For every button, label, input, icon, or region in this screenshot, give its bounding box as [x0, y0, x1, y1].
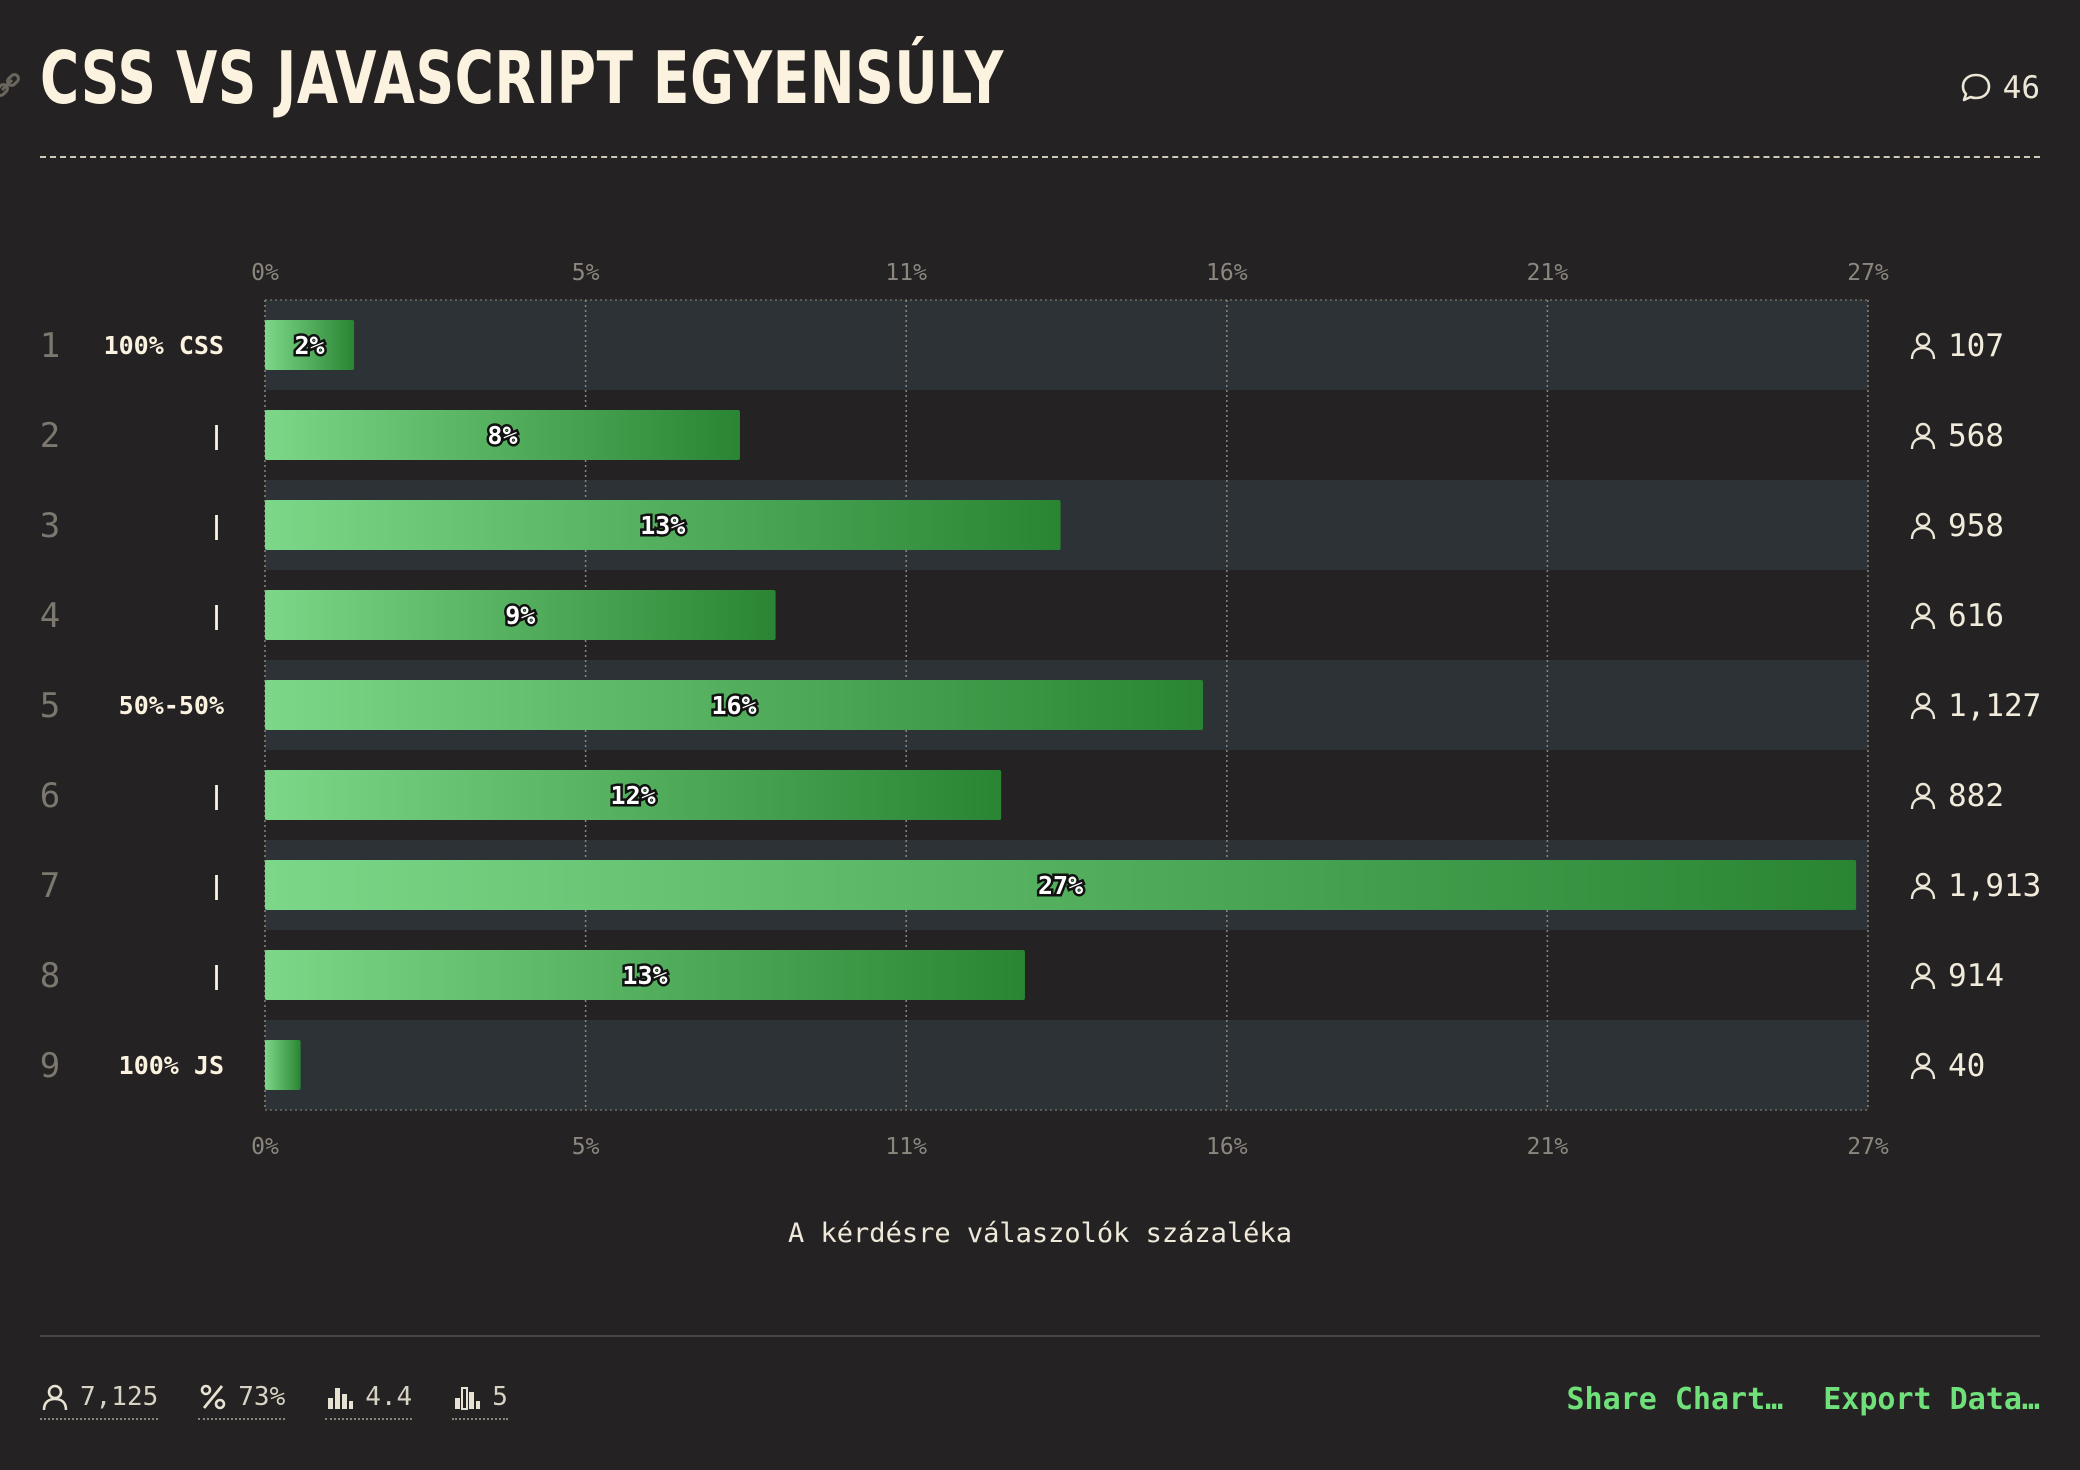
footer-actions: Share Chart… Export Data… [1567, 1382, 2041, 1417]
percentage-value: 73% [238, 1382, 286, 1412]
footer-stats: 7,125 73% 4.4 5 [40, 1382, 508, 1420]
respondent-count: 616 [1948, 598, 2004, 634]
rank-number: 6 [40, 776, 60, 816]
category-label: 100% CSS [104, 331, 224, 360]
bar [265, 1040, 301, 1090]
x-tick-label-bottom: 11% [885, 1134, 927, 1160]
median-value: 5 [492, 1382, 508, 1412]
bar-value-label: 16% [711, 691, 756, 720]
x-axis-label: A kérdésre válaszolók százaléka [788, 1218, 1292, 1249]
category-label: | [209, 601, 224, 630]
respondent-count: 958 [1948, 508, 2004, 544]
average-stat[interactable]: 4.4 [325, 1382, 413, 1420]
category-label: 50%-50% [119, 691, 224, 720]
comment-count: 46 [2002, 70, 2040, 106]
chart-title: CSS VS JAVASCRIPT EGYENSÚLY [40, 36, 1005, 120]
bar-value-label: 9% [505, 601, 535, 630]
bar [265, 860, 1857, 910]
x-tick-label-top: 11% [885, 260, 927, 286]
percentage-stat[interactable]: 73% [198, 1382, 286, 1420]
category-label: | [209, 421, 224, 450]
x-tick-label-top: 5% [572, 260, 600, 286]
rank-number: 2 [40, 416, 60, 456]
median-stat[interactable]: 5 [452, 1382, 508, 1420]
footer-divider [40, 1335, 2040, 1337]
respondent-count: 568 [1948, 418, 2004, 454]
respondent-count: 107 [1948, 328, 2004, 364]
link-icon[interactable] [0, 72, 22, 100]
x-tick-label-top: 16% [1206, 260, 1248, 286]
share-chart-button[interactable]: Share Chart… [1566, 1382, 1784, 1417]
x-tick-label-bottom: 21% [1527, 1134, 1569, 1160]
rank-number: 4 [40, 596, 60, 636]
bar [265, 320, 355, 370]
rank-number: 3 [40, 506, 60, 546]
bar-value-label: 27% [1038, 871, 1083, 900]
percent-icon [200, 1384, 226, 1410]
respondent-count: 1,913 [1948, 868, 2041, 904]
rank-number: 9 [40, 1046, 60, 1086]
x-tick-label-bottom: 16% [1206, 1134, 1248, 1160]
bar-value-label: 8% [487, 421, 517, 450]
user-icon [1910, 602, 1936, 630]
respondent-count: 40 [1948, 1048, 1985, 1084]
category-label: | [209, 961, 224, 990]
x-tick-label-bottom: 5% [572, 1134, 600, 1160]
user-icon [1910, 962, 1936, 990]
row-band [265, 1020, 1868, 1110]
title-divider [40, 156, 2040, 158]
row-band [265, 300, 1868, 390]
x-tick-label-top: 27% [1847, 260, 1889, 286]
x-tick-label-top: 0% [251, 260, 279, 286]
bar [265, 770, 1002, 820]
respondent-count: 1,127 [1948, 688, 2041, 724]
category-label: | [209, 511, 224, 540]
bar [265, 500, 1061, 550]
comments-button[interactable]: 46 [1959, 70, 2040, 106]
category-label: 100% JS [119, 1051, 224, 1080]
user-icon [42, 1384, 68, 1411]
category-label: | [209, 871, 224, 900]
user-icon [1910, 782, 1936, 810]
category-label: | [209, 781, 224, 810]
bar-value-label: 13% [640, 511, 685, 540]
bar-value-label: 2% [294, 331, 324, 360]
x-tick-label-bottom: 0% [251, 1134, 279, 1160]
user-icon [1910, 422, 1936, 450]
respondent-count: 882 [1948, 778, 2004, 814]
user-icon [1910, 1052, 1936, 1080]
rank-number: 1 [40, 326, 60, 366]
speech-bubble-icon [1961, 73, 1990, 102]
rank-number: 8 [40, 956, 60, 996]
bar [265, 680, 1204, 730]
bar [265, 950, 1025, 1000]
user-icon [1910, 872, 1936, 900]
bar [265, 410, 740, 460]
rank-number: 7 [40, 866, 60, 906]
user-icon [1910, 332, 1936, 360]
bar-value-label: 12% [611, 781, 656, 810]
average-value: 4.4 [365, 1382, 413, 1412]
respondent-count: 914 [1948, 958, 2004, 994]
bar [265, 590, 776, 640]
x-tick-label-bottom: 27% [1847, 1134, 1889, 1160]
x-tick-label-top: 21% [1527, 260, 1569, 286]
export-data-button[interactable]: Export Data… [1823, 1382, 2040, 1417]
bar-chart-icon [328, 1388, 354, 1409]
bar-value-label: 13% [622, 961, 667, 990]
respondents-stat[interactable]: 7,125 [40, 1382, 159, 1420]
user-icon [1910, 692, 1936, 720]
respondents-value: 7,125 [80, 1382, 159, 1412]
rank-number: 5 [40, 686, 60, 726]
bar-chart: 0% 0% 5% 5% 11% 11% 16% 16% 21% 21% 27% 27% 1 100% CS… [40, 260, 2042, 1160]
bar-chart-median-icon [455, 1387, 481, 1410]
user-icon [1910, 512, 1936, 540]
